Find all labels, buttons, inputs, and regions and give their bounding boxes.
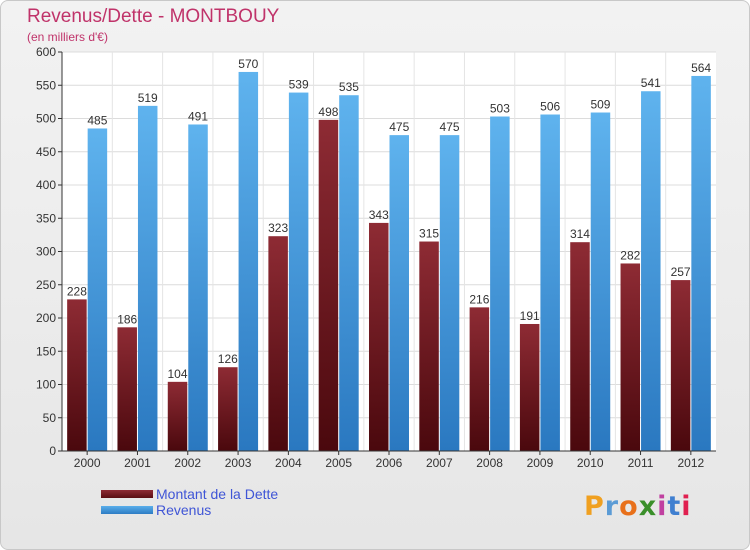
data-label-debt-2000: 228 [67, 284, 87, 298]
x-tick-label: 2012 [677, 456, 704, 470]
x-tick-label: 2002 [174, 456, 201, 470]
data-label-debt-2011: 282 [620, 248, 640, 262]
data-label-revenue-2002: 491 [188, 109, 208, 123]
logo-letter: x [638, 491, 658, 522]
data-label-debt-2012: 257 [671, 265, 691, 279]
bar-debt-2004 [268, 236, 288, 451]
y-tick-label: 0 [49, 444, 56, 458]
y-tick-label: 350 [36, 211, 56, 225]
bar-revenue-2002 [188, 124, 208, 452]
data-label-debt-2006: 343 [369, 208, 389, 222]
y-tick-label: 300 [36, 245, 56, 259]
legend-label-debt: Montant de la Dette [156, 486, 279, 502]
x-tick-label: 2005 [325, 456, 352, 470]
data-label-revenue-2011: 541 [641, 76, 661, 90]
data-label-revenue-2005: 535 [339, 80, 359, 94]
x-tick-label: 2008 [476, 456, 503, 470]
legend-swatch-debt [101, 490, 153, 498]
bar-debt-2010 [570, 242, 590, 451]
data-label-debt-2010: 314 [570, 227, 590, 241]
x-tick-label: 2007 [426, 456, 453, 470]
y-tick-label: 200 [36, 311, 56, 325]
bar-revenue-2006 [389, 135, 409, 451]
bar-revenue-2010 [590, 112, 611, 451]
x-tick-label: 2011 [628, 456, 654, 470]
bar-revenue-2011 [641, 91, 661, 452]
logo-letter: o [619, 491, 639, 522]
chart-subtitle: (en milliers d'€) [27, 30, 108, 44]
y-tick-label: 500 [36, 112, 56, 126]
bar-debt-2008 [469, 307, 490, 451]
bar-debt-2002 [167, 381, 188, 451]
bar-debt-2011 [620, 263, 641, 451]
y-tick-label: 100 [36, 378, 56, 392]
data-label-debt-2002: 104 [168, 367, 188, 381]
logo-letter: P [584, 491, 605, 522]
y-tick-label: 250 [36, 278, 56, 292]
y-tick-label: 450 [36, 145, 56, 159]
bar-debt-2012 [670, 280, 691, 451]
x-tick-label: 2004 [275, 456, 302, 470]
data-label-revenue-2000: 485 [87, 113, 107, 127]
data-label-revenue-2010: 509 [590, 98, 610, 112]
data-label-debt-2007: 315 [419, 227, 439, 241]
logo-letter: i [681, 491, 692, 522]
data-label-debt-2005: 498 [318, 105, 338, 119]
bar-revenue-2000 [87, 128, 108, 451]
legend-swatch-revenue [101, 506, 153, 514]
bar-revenue-2004 [288, 92, 309, 451]
data-label-revenue-2004: 539 [289, 78, 309, 92]
y-tick-label: 150 [36, 344, 56, 358]
bar-revenue-2003 [238, 71, 259, 451]
bar-debt-2003 [218, 367, 238, 451]
proxiti-logo: Proxiti [584, 491, 692, 522]
data-label-revenue-2006: 475 [389, 120, 409, 134]
logo-letter: r [604, 491, 620, 522]
x-tick-label: 2001 [124, 456, 151, 470]
bar-revenue-2001 [137, 105, 158, 452]
data-label-debt-2009: 191 [520, 309, 540, 323]
x-tick-label: 2000 [74, 456, 101, 470]
y-tick-label: 550 [36, 78, 56, 92]
x-tick-label: 2003 [225, 456, 252, 470]
logo-letter: t [667, 491, 682, 522]
x-tick-label: 2010 [577, 456, 604, 470]
x-tick-label: 2006 [376, 456, 403, 470]
axes: 0 50 100 150 200 250 300 350 400 450 500 550 600 2000… [36, 45, 716, 470]
y-tick-label: 400 [36, 178, 56, 192]
bar-revenue-2008 [490, 116, 510, 451]
grid-lines [62, 51, 716, 452]
data-label-debt-2001: 186 [117, 312, 137, 326]
bar-debt-2006 [369, 222, 389, 451]
data-label-revenue-2001: 519 [138, 91, 158, 105]
bar-revenue-2007 [439, 135, 460, 451]
data-label-revenue-2003: 570 [238, 57, 258, 71]
x-tick-label: 2009 [527, 456, 554, 470]
bar-debt-2007 [419, 241, 439, 451]
bar-debt-2001 [117, 327, 137, 451]
data-label-revenue-2007: 475 [440, 120, 460, 134]
data-label-revenue-2008: 503 [490, 102, 510, 116]
logo-letter: i [657, 491, 668, 522]
data-label-revenue-2009: 506 [540, 100, 560, 114]
y-tick-label: 600 [36, 45, 56, 59]
bar-debt-2000 [67, 299, 87, 451]
data-label-debt-2004: 323 [268, 221, 288, 235]
bar-debt-2009 [519, 323, 540, 451]
y-tick-label: 50 [43, 411, 57, 425]
bar-revenue-2009 [540, 114, 560, 451]
bar-revenue-2005 [339, 95, 359, 451]
chart-title: Revenus/Dette - MONTBOUY [27, 6, 280, 27]
data-label-debt-2008: 216 [469, 292, 489, 306]
data-label-debt-2003: 126 [218, 352, 238, 366]
bar-debt-2005 [318, 119, 339, 451]
legend-label-revenue: Revenus [156, 502, 212, 518]
bar-revenue-2012 [691, 75, 711, 451]
data-label-revenue-2012: 564 [691, 61, 711, 75]
